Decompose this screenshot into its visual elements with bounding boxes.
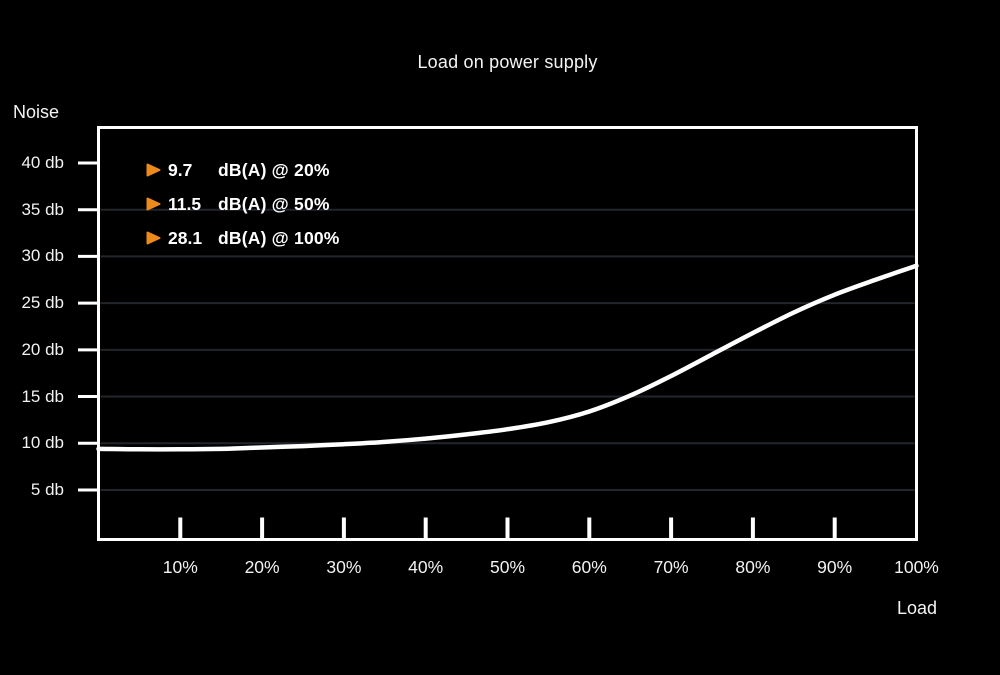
y-tick-label: 35 db [21,199,64,219]
x-tick-label: 100% [894,557,939,577]
plot-frame [97,126,918,541]
x-tick-label: 20% [244,557,280,577]
legend-label: dB(A) @ 50% [218,193,330,214]
legend-value: 9.7 [168,159,193,180]
y-tick-label: 10 db [21,433,64,453]
legend-value: 28.1 [168,227,203,248]
noise-curve [96,263,919,452]
legend-row: 28.1 dB(A) @ 100% [146,221,340,255]
chart-legend: 9.7 dB(A) @ 20% 11.5 dB(A) @ 50% 28.1 dB(A) @… [146,153,340,255]
triangle-marker-icon [146,231,161,245]
x-tick-label: 60% [571,557,607,577]
legend-row: 9.7 dB(A) @ 20% [146,153,340,187]
y-tick-label: 30 db [21,246,64,266]
x-tick-label: 90% [817,557,853,577]
x-tick-label: 30% [326,557,362,577]
x-tick-label: 70% [653,557,689,577]
y-tick-label: 20 db [21,339,64,359]
x-tick-label: 10% [162,557,198,577]
triangle-marker-icon [146,197,161,211]
triangle-marker-icon [146,163,161,177]
legend-label: dB(A) @ 100% [218,227,340,248]
x-tick-label: 50% [489,557,526,577]
x-axis-title: Load [896,598,938,618]
chart-title: Load on power supply [417,52,598,72]
x-tick-label: 40% [408,557,444,577]
y-tick-label: 5 db [30,479,64,499]
y-tick-label: 15 db [21,386,64,406]
legend-value: 11.5 [168,193,202,214]
legend-row: 11.5 dB(A) @ 50% [146,187,340,221]
legend-label: dB(A) @ 20% [218,159,330,180]
y-tick-label: 40 db [21,153,64,172]
y-tick-label: 25 db [21,293,64,313]
y-axis-title: Noise [13,102,60,122]
x-tick-label: 80% [735,557,771,577]
